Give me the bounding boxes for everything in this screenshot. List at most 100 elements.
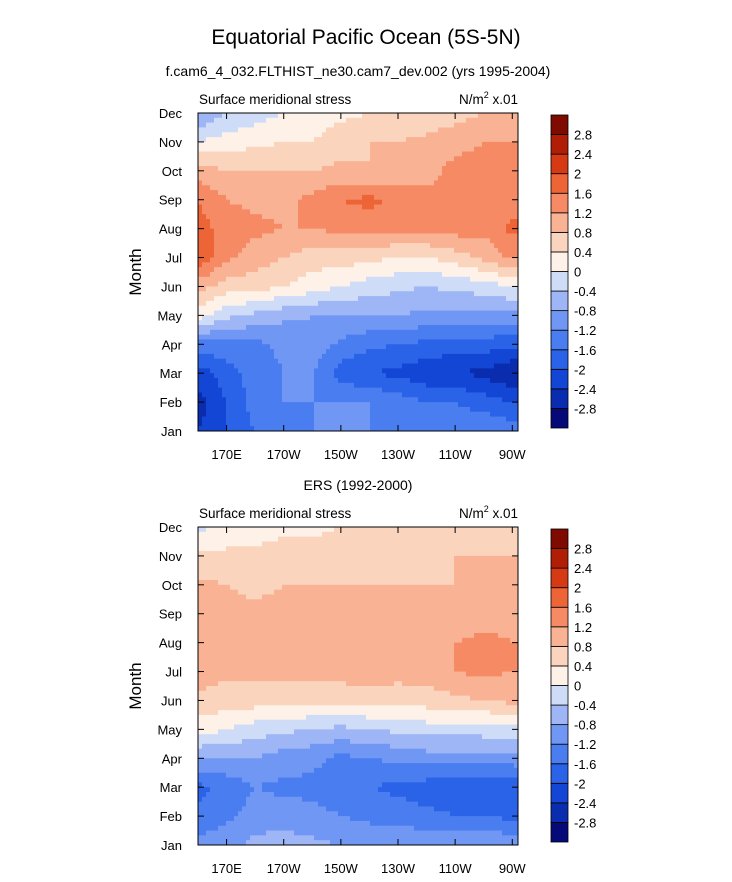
contour-cell xyxy=(406,117,411,124)
contour-cell xyxy=(498,243,503,249)
contour-cell xyxy=(278,252,283,259)
contour-cell xyxy=(330,286,335,292)
contour-cell xyxy=(338,387,343,394)
contour-cell xyxy=(390,344,395,350)
contour-cell xyxy=(362,334,367,341)
contour-cell xyxy=(374,402,379,408)
contour-cell xyxy=(226,228,231,235)
contour-cell xyxy=(290,291,295,297)
contour-cell xyxy=(310,151,315,157)
contour-cell xyxy=(318,339,323,345)
contour-cell xyxy=(502,262,507,268)
contour-cell xyxy=(326,247,331,254)
contour-cell xyxy=(358,272,363,278)
contour-cell xyxy=(306,368,311,374)
contour-cell xyxy=(462,300,467,307)
contour-cell xyxy=(274,281,279,288)
contour-cell xyxy=(246,387,251,394)
contour-cell xyxy=(382,170,387,177)
contour-cell xyxy=(314,363,319,369)
contour-cell xyxy=(370,238,375,244)
contour-cell xyxy=(382,233,387,239)
contour-cell xyxy=(206,378,211,384)
contour-cell xyxy=(310,137,315,143)
contour-cell xyxy=(474,325,479,331)
contour-cell xyxy=(258,194,263,201)
contour-cell xyxy=(378,156,383,162)
contour-cell xyxy=(362,382,367,389)
contour-cell xyxy=(510,272,515,278)
contour-cell xyxy=(418,344,423,350)
contour-cell xyxy=(342,170,347,177)
contour-cell xyxy=(278,117,283,124)
contour-cell xyxy=(330,272,335,278)
contour-cell xyxy=(266,219,271,225)
contour-cell xyxy=(346,122,351,129)
contour-cell xyxy=(406,156,411,162)
contour-cell xyxy=(214,247,219,254)
contour-cell xyxy=(318,349,323,355)
contour-cell xyxy=(354,363,359,369)
contour-cell xyxy=(250,238,255,244)
contour-cell xyxy=(458,296,463,302)
contour-cell xyxy=(362,315,367,321)
contour-cell xyxy=(330,300,335,307)
contour-cell xyxy=(374,243,379,249)
contour-cell xyxy=(314,257,319,263)
contour-cell xyxy=(378,166,383,172)
contour-cell xyxy=(422,300,427,307)
contour-cell xyxy=(318,397,323,403)
contour-cell xyxy=(490,406,495,413)
contour-cell xyxy=(262,373,267,379)
contour-cell xyxy=(466,387,471,394)
contour-cell xyxy=(430,402,435,408)
contour-cell xyxy=(414,296,419,302)
contour-cell xyxy=(298,276,303,283)
contour-cell xyxy=(470,315,475,321)
contour-cell xyxy=(310,161,315,167)
contour-cell xyxy=(438,300,443,307)
contour-cell xyxy=(450,291,455,297)
contour-cell xyxy=(482,392,487,398)
contour-cell xyxy=(198,368,203,374)
contour-cell xyxy=(278,132,283,138)
contour-cell xyxy=(290,411,295,418)
contour-cell xyxy=(410,219,415,225)
contour-cell xyxy=(462,296,467,302)
contour-cell xyxy=(226,156,231,162)
contour-cell xyxy=(318,373,323,379)
contour-cell xyxy=(390,122,395,129)
contour-cell xyxy=(426,368,431,374)
contour-cell xyxy=(426,194,431,201)
contour-cell xyxy=(366,344,371,350)
contour-cell xyxy=(498,315,503,321)
contour-cell xyxy=(406,344,411,350)
contour-cell xyxy=(482,363,487,369)
contour-cell xyxy=(346,382,351,389)
contour-cell xyxy=(494,262,499,268)
contour-cell xyxy=(438,209,443,215)
contour-cell xyxy=(414,305,419,312)
contour-cell xyxy=(302,127,307,133)
contour-cell xyxy=(374,257,379,263)
contour-cell xyxy=(434,204,439,210)
contour-cell xyxy=(494,204,499,210)
contour-cell xyxy=(370,113,375,119)
contour-cell xyxy=(450,281,455,288)
contour-cell xyxy=(402,296,407,302)
contour-cell xyxy=(226,122,231,129)
contour-cell xyxy=(454,315,459,321)
contour-cell xyxy=(394,170,399,177)
contour-cell xyxy=(358,252,363,259)
contour-cell xyxy=(374,146,379,153)
contour-cell xyxy=(430,170,435,177)
contour-cell xyxy=(470,228,475,235)
contour-cell xyxy=(346,320,351,326)
contour-cell xyxy=(238,127,243,133)
contour-cell xyxy=(298,170,303,177)
contour-cell xyxy=(434,194,439,201)
contour-cell xyxy=(498,194,503,201)
contour-cell xyxy=(474,194,479,201)
contour-cell xyxy=(334,291,339,297)
contour-cell xyxy=(514,204,518,210)
